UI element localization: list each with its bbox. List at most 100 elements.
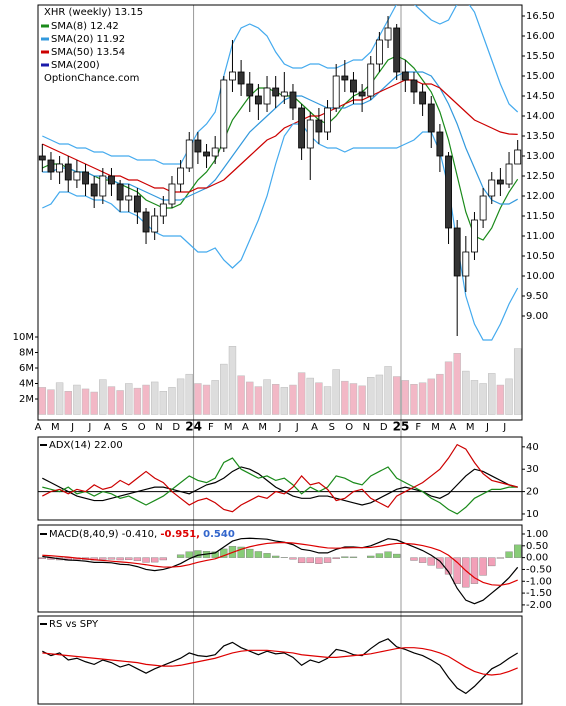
volume-bar [410, 384, 418, 415]
volume-bar [349, 383, 358, 415]
candle-body [151, 215, 159, 233]
candle-body [324, 107, 331, 133]
histogram-bar [185, 551, 193, 558]
y-tick-label: 9.50 [526, 291, 548, 302]
candle-body [220, 79, 228, 149]
volume-bar [202, 384, 211, 415]
candle-body [254, 95, 262, 105]
volume-bar [194, 383, 202, 415]
series-line [42, 457, 518, 515]
y-tick-label: 15.50 [526, 51, 555, 62]
histogram-bar [393, 553, 401, 558]
candle-body [375, 39, 383, 65]
volume-bar [55, 382, 64, 415]
histogram-bar [159, 557, 167, 561]
candle-body [488, 179, 496, 197]
candle-body [306, 119, 314, 149]
volume-bar [306, 377, 314, 415]
histogram-bar [496, 557, 505, 559]
volume-bar [289, 384, 297, 415]
title-part: 0.540 [203, 529, 235, 540]
candle-body [350, 79, 357, 93]
histogram-bar [367, 555, 375, 558]
candle-body [125, 195, 133, 201]
histogram-bar [107, 557, 116, 560]
candle-body [38, 155, 46, 161]
candle-body [246, 83, 254, 97]
candle-body [229, 71, 236, 81]
candle-body [401, 71, 409, 81]
x-tick-label: S [329, 422, 335, 433]
y-tick-label: -1.00 [526, 576, 552, 587]
y-tick-label: 16.00 [526, 31, 555, 42]
volume-bar [116, 390, 124, 415]
histogram-bar [453, 557, 461, 584]
panel-title: ADX(14) 22.00 [49, 440, 123, 451]
volume-bar [496, 384, 505, 415]
volume-bar [176, 378, 185, 415]
histogram-bar [306, 557, 314, 564]
volume-bar [332, 369, 340, 415]
histogram-bar [427, 557, 435, 566]
candle-body [479, 195, 487, 221]
histogram-bar [444, 557, 453, 575]
x-tick-label: J [87, 422, 91, 433]
volume-tick-label: 4M [19, 379, 34, 390]
candle-body [237, 71, 245, 85]
histogram-bar [263, 553, 271, 558]
volume-bar [159, 391, 168, 415]
histogram-bar [349, 556, 358, 558]
x-tick-label: J [278, 422, 282, 433]
legend-label: SMA(50) 13.54 [51, 47, 125, 58]
y-tick-label: 20 [526, 487, 539, 498]
candle-body [263, 87, 271, 105]
series-line [42, 638, 518, 695]
volume-bar [246, 381, 254, 415]
candle-body [315, 119, 323, 133]
x-tick-label: O [345, 422, 353, 433]
candle-body [471, 219, 478, 253]
histogram-bar [125, 557, 133, 560]
candle-body [168, 183, 176, 205]
volume-bar [444, 361, 453, 415]
volume-bar [427, 378, 435, 415]
y-tick-label: 13.50 [526, 131, 555, 142]
x-tick-label: D [380, 422, 388, 433]
x-tick-label: S [121, 422, 127, 433]
candle-body [211, 147, 219, 157]
volume-bar [401, 380, 410, 415]
volume-bar [436, 373, 444, 415]
x-tick-label: A [242, 422, 249, 433]
x-tick-label: A [35, 422, 42, 433]
histogram-bar [246, 548, 254, 558]
x-tick-label: A [449, 422, 456, 433]
legend-label: SMA(20) 11.92 [51, 34, 125, 45]
candle-body [496, 179, 504, 185]
volume-bar [462, 370, 470, 415]
volume-bar [384, 366, 392, 415]
volume-tick-label: 10M [13, 332, 34, 343]
candle-body [82, 171, 89, 185]
volume-bar [150, 381, 159, 415]
candle-body [427, 103, 435, 133]
histogram-bar [151, 557, 159, 563]
histogram-bar [384, 551, 392, 558]
candle-body [462, 251, 470, 277]
y-tick-label: 11.50 [526, 211, 555, 222]
volume-tick-label: 6M [19, 363, 34, 374]
x-tick-label: M [51, 422, 60, 433]
panel-frame [37, 436, 523, 521]
y-tick-label: 30 [526, 464, 539, 475]
histogram-bar [254, 551, 263, 558]
volume-bar [228, 346, 237, 415]
volume-bar [47, 389, 55, 415]
volume-bar [64, 391, 72, 415]
x-tick-label: M [431, 422, 440, 433]
histogram-bar [418, 557, 427, 563]
histogram-bar [462, 557, 470, 588]
watermark: OptionChance.com [44, 73, 139, 84]
x-tick-label: M [258, 422, 267, 433]
histogram-bar [479, 557, 487, 576]
y-tick-label: 1.00 [526, 529, 548, 540]
chart-title: XHR (weekly) 13.15 [44, 7, 143, 18]
